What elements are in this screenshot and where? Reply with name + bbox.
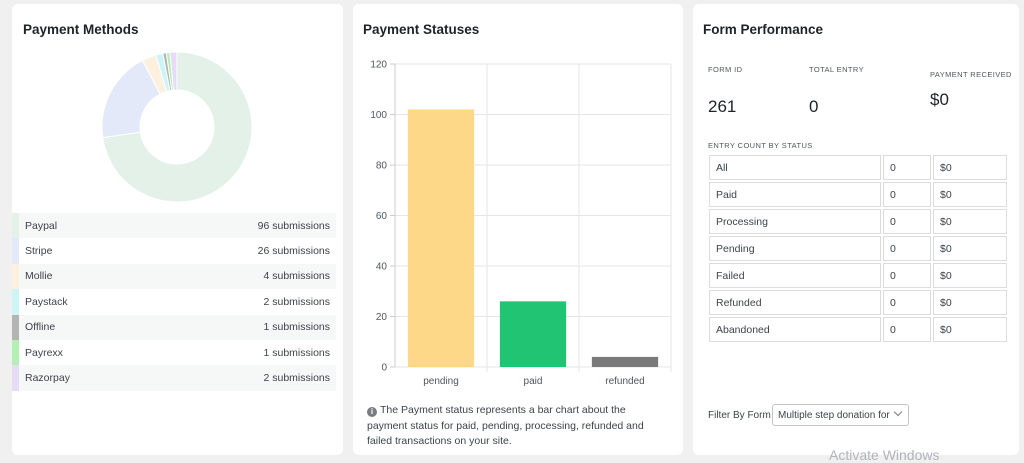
activate-windows-watermark: Activate Windows (829, 447, 940, 463)
donut-slice-razorpay[interactable] (169, 52, 178, 91)
legend-swatch (12, 365, 19, 391)
legend-item-label: Paystack (25, 295, 68, 308)
x-tick-label: pending (423, 376, 459, 387)
count-cell: 0 (883, 155, 931, 180)
bar-paid[interactable] (499, 301, 567, 367)
legend-item-count: 1 submissions (263, 346, 330, 359)
info-icon: i (367, 407, 377, 417)
filter-by-form-value: Multiple step donation for (778, 410, 890, 421)
legend-swatch (12, 263, 19, 290)
bar-pending[interactable] (407, 109, 475, 367)
legend-item: Stripe 26 submissions (12, 238, 336, 264)
legend-item-label: Payrexx (25, 346, 63, 359)
form-performance-card: Form Performance FORM ID 261 TOTAL ENTRY… (693, 4, 1019, 455)
chevron-down-icon (893, 407, 903, 417)
form-id-label: FORM ID (708, 65, 743, 74)
count-cell: 0 (883, 236, 931, 261)
count-cell: 0 (883, 182, 931, 207)
legend-swatch (12, 314, 19, 340)
x-tick-label: paid (524, 376, 543, 387)
table-row: Refunded 0 $0 (709, 290, 1007, 315)
legend-item-count: 1 submissions (263, 321, 330, 334)
legend-swatch (12, 289, 19, 315)
amount-cell: $0 (933, 290, 1007, 315)
table-row: All 0 $0 (709, 155, 1007, 180)
table-row: Failed 0 $0 (709, 263, 1007, 288)
entry-count-by-status-label: ENTRY COUNT BY STATUS (708, 141, 813, 150)
total-entry-value: 0 (809, 97, 819, 116)
payment-statuses-note: i The Payment status represents a bar cha… (367, 403, 667, 450)
amount-cell: $0 (933, 209, 1007, 234)
amount-cell: $0 (933, 263, 1007, 288)
legend-swatch (12, 339, 19, 366)
count-cell: 0 (883, 263, 931, 288)
payment-statuses-card: Payment Statuses 0 20 40 60 80 100 120 pending p… (353, 4, 683, 455)
legend-item-label: Paypal (25, 219, 58, 232)
legend-item-label: Offline (25, 321, 56, 334)
payment-methods-card: Payment Methods Paypal 96 submissions Stri… (12, 4, 343, 455)
y-tick-label: 80 (376, 161, 388, 172)
amount-cell: $0 (933, 236, 1007, 261)
table-row: Processing 0 $0 (709, 209, 1007, 234)
y-tick-label: 20 (376, 312, 388, 323)
legend-swatch (12, 213, 19, 239)
filter-by-form-label: Filter By Form (708, 410, 771, 421)
payment-statuses-bar-chart: 0 20 40 60 80 100 120 pending paid refunded (370, 60, 672, 387)
legend-item: Payrexx 1 submissions (12, 339, 336, 366)
legend-item: Paypal 96 submissions (12, 213, 336, 239)
status-cell: Failed (709, 263, 881, 288)
payment-methods-title: Payment Methods (23, 22, 139, 37)
amount-cell: $0 (933, 182, 1007, 207)
y-tick-label: 60 (376, 211, 388, 222)
status-cell: Pending (709, 236, 881, 261)
amount-cell: $0 (933, 317, 1007, 342)
table-row: Pending 0 $0 (709, 236, 1007, 261)
count-cell: 0 (883, 290, 931, 315)
legend-item-count: 4 submissions (263, 270, 330, 283)
legend-item: Offline 1 submissions (12, 314, 336, 340)
legend-item: Mollie 4 submissions (12, 263, 336, 290)
status-cell: Refunded (709, 290, 881, 315)
form-performance-title: Form Performance (703, 22, 824, 37)
legend-item-count: 96 submissions (257, 219, 330, 232)
y-tick-label: 120 (370, 60, 387, 71)
payment-received-value: $0 (930, 90, 949, 109)
total-entry-label: TOTAL ENTRY (809, 65, 864, 74)
table-row: Paid 0 $0 (709, 182, 1007, 207)
bar-refunded[interactable] (591, 356, 659, 367)
legend-swatch (12, 238, 19, 264)
legend-item-count: 26 submissions (257, 245, 330, 258)
filter-by-form-select[interactable]: Multiple step donation for (772, 404, 909, 426)
legend-item-label: Mollie (25, 270, 53, 283)
amount-cell: $0 (933, 155, 1007, 180)
y-tick-label: 0 (381, 363, 387, 374)
form-id-value: 261 (708, 97, 737, 116)
donut-slice-paypal[interactable] (102, 52, 252, 202)
payment-methods-donut-chart (102, 52, 252, 202)
legend-item-count: 2 submissions (263, 295, 330, 308)
status-cell: Processing (709, 209, 881, 234)
status-cell: Paid (709, 182, 881, 207)
payment-statuses-note-text: The Payment status represents a bar char… (367, 404, 644, 447)
legend-item: Razorpay 2 submissions (12, 365, 336, 391)
legend-item-count: 2 submissions (263, 372, 330, 385)
payment-received-label: PAYMENT RECEIVED (930, 70, 1012, 79)
payment-methods-legend: Paypal 96 submissions Stripe 26 submissions… (12, 213, 336, 391)
legend-item: Paystack 2 submissions (12, 289, 336, 315)
status-cell: Abandoned (709, 317, 881, 342)
count-cell: 0 (883, 317, 931, 342)
legend-item-label: Stripe (25, 245, 53, 258)
x-tick-label: refunded (605, 376, 644, 387)
legend-item-label: Razorpay (25, 372, 70, 385)
y-tick-label: 100 (370, 110, 387, 121)
payment-statuses-title: Payment Statuses (363, 22, 480, 37)
table-row: Abandoned 0 $0 (709, 317, 1007, 342)
entry-status-table: All 0 $0 Paid 0 $0 Processing 0 $0 Pending 0 $0 Fail… (707, 153, 1009, 344)
status-cell: All (709, 155, 881, 180)
y-tick-label: 40 (376, 262, 388, 273)
count-cell: 0 (883, 209, 931, 234)
